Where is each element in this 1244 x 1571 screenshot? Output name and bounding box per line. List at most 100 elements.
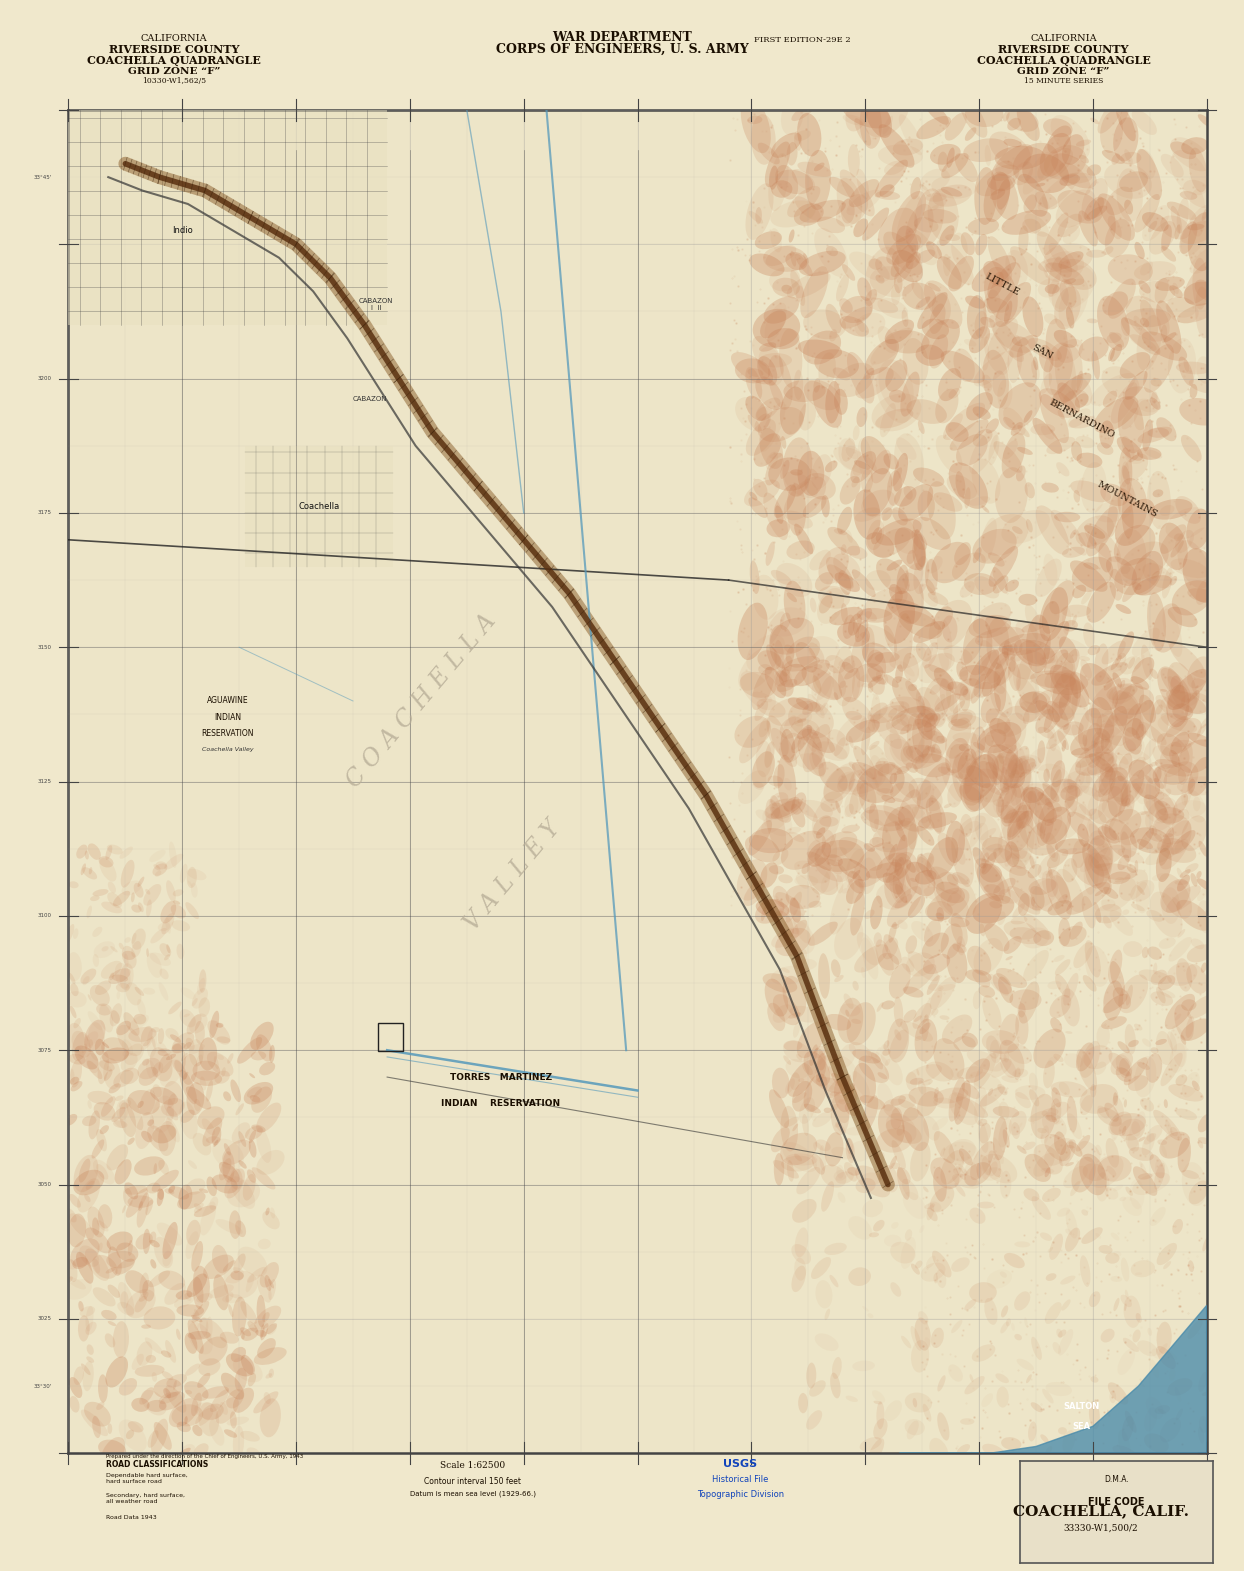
Ellipse shape (875, 160, 908, 198)
Ellipse shape (771, 181, 792, 198)
Ellipse shape (846, 1395, 858, 1401)
Ellipse shape (1072, 840, 1086, 869)
Ellipse shape (1050, 770, 1061, 800)
Ellipse shape (151, 928, 167, 944)
Ellipse shape (1122, 465, 1130, 485)
Ellipse shape (866, 771, 878, 790)
Ellipse shape (928, 592, 948, 605)
Ellipse shape (958, 748, 977, 779)
Text: COACHELLA QUADRANGLE: COACHELLA QUADRANGLE (87, 55, 261, 66)
Ellipse shape (965, 1059, 990, 1082)
Ellipse shape (1112, 690, 1143, 735)
Ellipse shape (758, 143, 780, 165)
Ellipse shape (1153, 603, 1182, 652)
Ellipse shape (810, 550, 831, 570)
Ellipse shape (154, 1422, 172, 1450)
Ellipse shape (1189, 383, 1198, 399)
Ellipse shape (1092, 767, 1128, 801)
Ellipse shape (172, 1032, 194, 1053)
Ellipse shape (944, 803, 952, 807)
Ellipse shape (1131, 1122, 1141, 1136)
Ellipse shape (167, 944, 170, 954)
Ellipse shape (954, 679, 982, 701)
Ellipse shape (87, 1207, 104, 1238)
Ellipse shape (71, 1081, 82, 1092)
Ellipse shape (784, 644, 794, 654)
Ellipse shape (1112, 1445, 1137, 1459)
Ellipse shape (86, 1035, 90, 1042)
Ellipse shape (1040, 650, 1069, 663)
Ellipse shape (1122, 408, 1138, 429)
Text: Contour interval 150 feet: Contour interval 150 feet (424, 1477, 521, 1486)
Ellipse shape (913, 1398, 917, 1408)
Ellipse shape (1087, 753, 1117, 776)
Ellipse shape (897, 919, 908, 930)
Ellipse shape (1062, 858, 1077, 883)
Ellipse shape (795, 753, 825, 770)
Ellipse shape (945, 718, 972, 759)
Ellipse shape (935, 881, 965, 903)
Ellipse shape (1120, 657, 1142, 674)
Ellipse shape (1136, 1313, 1142, 1323)
Ellipse shape (763, 245, 807, 272)
Ellipse shape (249, 1139, 256, 1158)
Ellipse shape (1198, 1141, 1203, 1148)
Ellipse shape (1156, 1031, 1173, 1065)
Ellipse shape (916, 297, 931, 309)
Ellipse shape (786, 636, 820, 668)
Ellipse shape (178, 1185, 193, 1210)
Ellipse shape (228, 1053, 234, 1064)
Text: 3050: 3050 (37, 1181, 51, 1188)
Ellipse shape (893, 996, 903, 1027)
Ellipse shape (128, 1027, 157, 1042)
Ellipse shape (977, 1163, 982, 1178)
Ellipse shape (1197, 878, 1212, 891)
Ellipse shape (875, 818, 892, 844)
Ellipse shape (953, 1167, 968, 1177)
Ellipse shape (846, 1010, 850, 1018)
Ellipse shape (141, 1131, 153, 1142)
Ellipse shape (751, 115, 776, 165)
Ellipse shape (147, 952, 162, 977)
Ellipse shape (1127, 704, 1141, 720)
Ellipse shape (781, 437, 786, 449)
Ellipse shape (907, 399, 947, 424)
Ellipse shape (1101, 641, 1126, 665)
Ellipse shape (827, 564, 853, 589)
Ellipse shape (913, 517, 950, 550)
Ellipse shape (118, 943, 124, 949)
Ellipse shape (139, 1291, 148, 1302)
Ellipse shape (106, 845, 112, 859)
Ellipse shape (796, 286, 804, 302)
Ellipse shape (101, 902, 122, 913)
Ellipse shape (214, 1139, 218, 1147)
Ellipse shape (1047, 900, 1072, 916)
Text: D.M.A.: D.M.A. (1105, 1475, 1128, 1485)
Ellipse shape (738, 770, 766, 804)
Ellipse shape (995, 467, 1028, 523)
Ellipse shape (231, 1346, 246, 1362)
Ellipse shape (922, 319, 949, 339)
Ellipse shape (1067, 1097, 1077, 1133)
Ellipse shape (960, 778, 980, 812)
Ellipse shape (1059, 925, 1086, 947)
Ellipse shape (1000, 1321, 1009, 1334)
Ellipse shape (983, 289, 1000, 322)
Ellipse shape (1163, 762, 1198, 795)
Ellipse shape (1097, 826, 1120, 844)
Ellipse shape (144, 1337, 163, 1354)
Ellipse shape (876, 408, 913, 429)
Ellipse shape (1098, 786, 1123, 823)
Ellipse shape (846, 880, 866, 903)
Ellipse shape (1018, 174, 1047, 217)
Text: LITTLE: LITTLE (983, 272, 1020, 297)
Ellipse shape (851, 476, 860, 487)
Ellipse shape (862, 1095, 878, 1131)
Ellipse shape (121, 1053, 138, 1071)
Ellipse shape (230, 1169, 243, 1189)
Ellipse shape (779, 328, 802, 388)
Ellipse shape (840, 680, 846, 688)
Ellipse shape (188, 1323, 213, 1354)
Ellipse shape (1004, 746, 1030, 790)
Text: 10330-W1,562/5: 10330-W1,562/5 (142, 77, 207, 85)
